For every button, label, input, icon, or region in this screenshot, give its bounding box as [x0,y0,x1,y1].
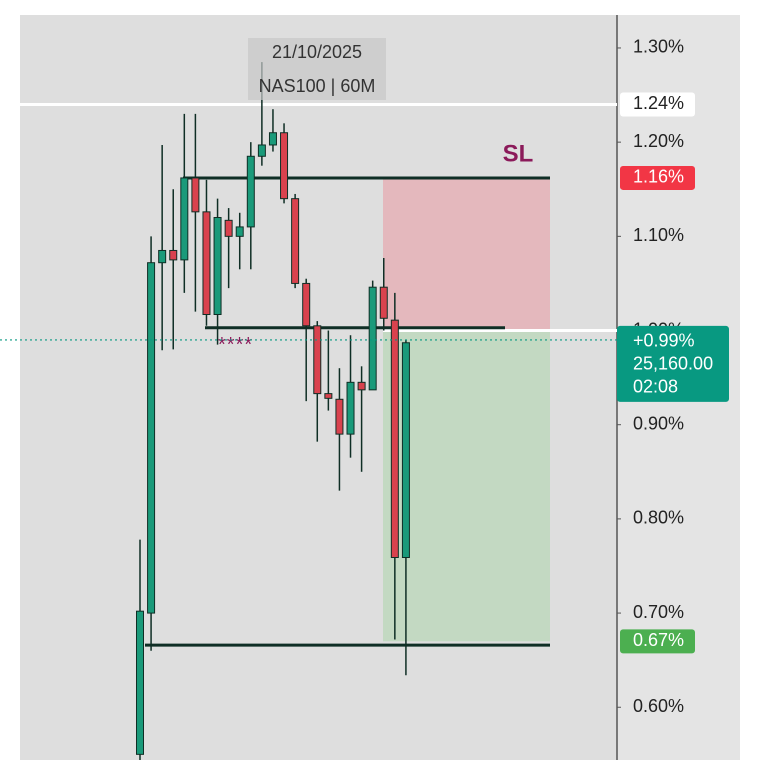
candle-body [379,286,388,319]
y-tick-label: 1.20% [633,131,684,151]
current-price: 25,160.00 [633,354,713,374]
symbol-label: NAS100 | 60M [259,76,376,96]
y-tick-label: 0.80% [633,508,684,528]
candle-body [213,216,222,316]
y-tick-label: 1.10% [633,225,684,245]
current-box [617,325,729,402]
y-tick-label: 0.90% [633,413,684,433]
candle-body [202,211,211,316]
candle-body [169,249,178,261]
price-label: 1.16% [633,167,684,187]
y-tick-label: 0.70% [633,602,684,622]
y-tick-label: 0.60% [633,696,684,716]
candle-body [302,282,311,327]
target-zone [383,330,550,642]
candle-body [158,249,167,264]
candle-body [136,610,144,755]
candle-body [368,286,377,391]
current-change: +0.99% [633,331,695,351]
marker-label: **** [218,334,253,356]
candle-body [235,226,244,237]
countdown: 02:08 [633,377,678,397]
candle-body [180,177,189,261]
y-tick-label: 1.30% [633,37,684,57]
candle-body [324,393,333,399]
date-label: 21/10/2025 [272,42,362,62]
candle-body [257,144,266,157]
candle-body [280,132,289,200]
candle-body [401,342,410,559]
candle-body [224,219,233,237]
candle-body [313,325,322,395]
price-label-box [620,165,695,190]
info-box [248,38,386,100]
candle-body [390,319,399,559]
candle-body [346,381,355,435]
candle-body [268,132,277,146]
candle-body [147,262,156,614]
candle-body [246,155,255,228]
price-label-box [620,629,695,654]
candle-body [291,198,300,284]
price-label: 1.24% [633,93,684,113]
price-label-box [620,92,695,117]
candle-body [191,177,200,213]
candle-body [335,398,344,435]
stop-label: SL [503,140,534,167]
candle-body [357,381,366,391]
stop-zone [383,177,550,331]
price-label: 0.67% [633,630,684,650]
